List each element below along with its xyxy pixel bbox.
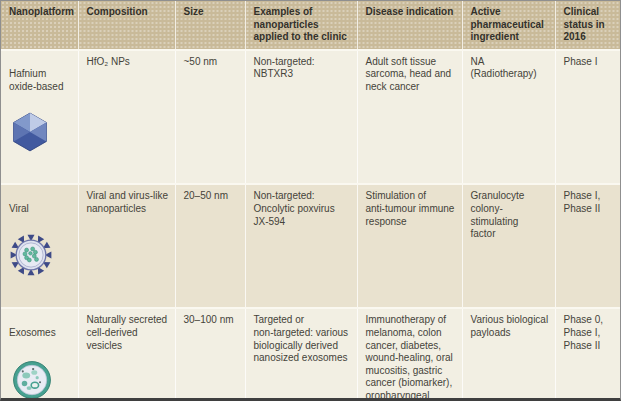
cell-composition: Naturally secreted cell-derived vesicles: [78, 308, 175, 401]
cell-platform: Viral: [1, 184, 78, 308]
column-header-size: Size: [175, 1, 245, 50]
virus-icon: [9, 221, 72, 290]
hafnium-crystal-icon: [9, 99, 72, 166]
exosome-vesicle-icon: [9, 345, 72, 401]
cell-examples: Non-targeted: Oncolytic poxvirus JX-594: [245, 184, 357, 308]
cell-examples: Non-targeted: NBTXR3: [245, 50, 357, 185]
cell-size: ~50 nm: [175, 50, 245, 185]
platform-label: Exosomes: [9, 327, 56, 338]
platform-label: Hafnium oxide-based: [9, 68, 63, 92]
cell-ingredient: Granulocyte colony-stimulating factor: [462, 184, 555, 308]
table-header: Nanoplatform Composition Size Examples o…: [1, 1, 620, 50]
cell-platform: Exosomes: [1, 308, 78, 401]
data-table: Nanoplatform Composition Size Examples o…: [1, 1, 620, 401]
column-header-examples: Examples of nanoparticles applied to the…: [245, 1, 357, 50]
cell-disease: Adult soft tissue sarcoma, head and neck…: [357, 50, 462, 185]
platform-label: Viral: [9, 203, 29, 214]
cell-status: Phase 0, Phase I, Phase II: [555, 308, 620, 401]
cell-platform: Hafnium oxide-based: [1, 50, 78, 185]
cell-disease: Stimulation of anti-tumour immune respon…: [357, 184, 462, 308]
column-header-clinical-status: Clinical status in 2016: [555, 1, 620, 50]
table-row-exosomes: Exosomes: [1, 308, 620, 401]
column-header-nanoplatform: Nanoplatform: [1, 1, 78, 50]
cell-status: Phase I, Phase II: [555, 184, 620, 308]
cell-ingredient: NA (Radiotherapy): [462, 50, 555, 185]
cell-size: 30–100 nm: [175, 308, 245, 401]
table-row-viral: Viral: [1, 184, 620, 308]
cell-ingredient: Various biological payloads: [462, 308, 555, 401]
cell-composition: HfO₂ NPs: [78, 50, 175, 185]
cell-examples: Targeted or non-targeted: various biolog…: [245, 308, 357, 401]
cell-composition: Viral and virus-like nanoparticles: [78, 184, 175, 308]
column-header-composition: Composition: [78, 1, 175, 50]
column-header-disease-indication: Disease indication: [357, 1, 462, 50]
cell-status: Phase I: [555, 50, 620, 185]
cell-size: 20–50 nm: [175, 184, 245, 308]
column-header-active-ingredient: Active pharmaceutical ingredient: [462, 1, 555, 50]
nanoplatform-clinical-table: Nanoplatform Composition Size Examples o…: [0, 0, 621, 401]
cell-disease: Immunotherapy of melanoma, colon cancer,…: [357, 308, 462, 401]
table-row-hafnium: Hafnium oxide-based HfO₂ NPs ~50 nm Non-…: [1, 50, 620, 185]
